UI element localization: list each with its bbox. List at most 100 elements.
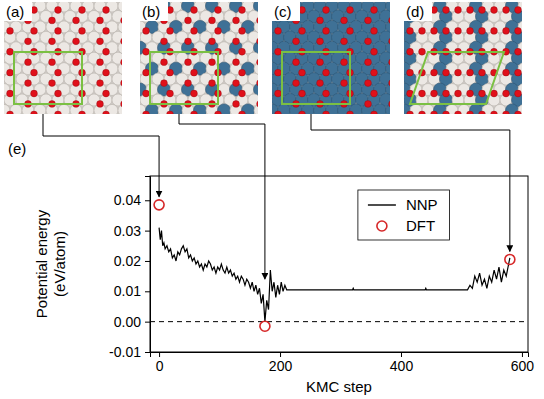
x-tick-mark: [159, 352, 160, 357]
unit-cell: [410, 52, 504, 104]
oxygen-atom: [371, 7, 378, 14]
oxygen-atom: [191, 69, 198, 76]
oxygen-atom: [293, 38, 300, 45]
oxygen-atom: [25, 38, 32, 45]
oxygen-atom: [185, 80, 192, 87]
oxygen-atom: [491, 90, 498, 97]
y-tick-label: -0.01: [109, 344, 141, 360]
oxygen-atom: [503, 7, 510, 14]
unit-cell: [282, 52, 350, 104]
oxygen-atom: [191, 111, 198, 114]
oxygen-atom: [233, 101, 240, 108]
oxygen-atom: [491, 27, 498, 34]
oxygen-atom: [341, 59, 348, 66]
oxygen-atom: [389, 17, 390, 24]
x-tick: 200: [269, 352, 293, 374]
tile-background: [4, 2, 122, 114]
oxygen-atom: [73, 38, 80, 45]
oxygen-atom: [443, 7, 450, 14]
structure-image: (c): [266, 0, 420, 118]
x-tick: 600: [511, 352, 535, 374]
dft-point: [260, 321, 270, 331]
oxygen-atom: [31, 27, 38, 34]
oxygen-atom: [103, 7, 110, 14]
oxygen-atom: [257, 59, 258, 66]
oxygen-atom: [215, 27, 222, 34]
x-axis-line: [151, 353, 529, 358]
oxygen-atom: [239, 27, 246, 34]
oxygen-atom: [419, 48, 426, 55]
oxygen-atom: [103, 90, 110, 97]
oxygen-atom: [365, 38, 372, 45]
oxygen-atom: [55, 7, 62, 14]
oxygen-atom: [503, 69, 510, 76]
oxygen-atom: [293, 80, 300, 87]
oxygen-atom: [479, 111, 486, 114]
oxygen-atom: [347, 111, 354, 114]
oxygen-atom: [275, 69, 282, 76]
y-tick: 0.02: [114, 253, 150, 269]
y-tick: 0.01: [114, 283, 150, 299]
oxygen-atom: [407, 111, 414, 114]
reference-line: [150, 321, 528, 322]
oxygen-atom: [79, 111, 86, 114]
oxygen-atom: [7, 48, 14, 55]
oxygen-atom: [161, 38, 168, 45]
legend-label: DFT: [406, 217, 435, 234]
plot-data: [150, 200, 528, 331]
legend-label: NNP: [406, 196, 438, 213]
oxygen-atom: [467, 27, 474, 34]
oxygen-atom: [419, 90, 426, 97]
legend-swatch: [377, 221, 387, 231]
y-tick-mark: [145, 352, 150, 353]
oxygen-atom: [515, 48, 522, 55]
oxygen-atom: [431, 69, 438, 76]
oxygen-atom: [299, 111, 306, 114]
oxygen-atom: [341, 80, 348, 87]
figure: (a)(b)(c)(d)(e)0200400600-0.010.000.010.…: [0, 0, 544, 399]
oxygen-atom: [293, 59, 300, 66]
oxygen-atom: [209, 80, 216, 87]
oxygen-atom: [389, 38, 390, 45]
oxygen-atom: [55, 90, 62, 97]
oxygen-atom: [143, 48, 150, 55]
arrow: [311, 114, 510, 251]
oxygen-atom: [97, 17, 104, 24]
y-tick-label: 0.00: [114, 314, 141, 330]
oxygen-atom: [515, 69, 522, 76]
oxygen-atom: [143, 111, 150, 114]
oxygen-atom: [365, 59, 372, 66]
oxygen-atom: [365, 80, 372, 87]
oxygen-atom: [49, 17, 56, 24]
legend-box: [358, 190, 450, 240]
oxygen-atom: [209, 38, 216, 45]
oxygen-atom: [275, 111, 282, 114]
oxygen-atom: [347, 27, 354, 34]
oxygen-atom: [419, 111, 426, 114]
oxygen-atom: [503, 111, 510, 114]
oxygen-atom: [455, 27, 462, 34]
oxygen-atom: [467, 111, 474, 114]
oxygen-atom: [371, 69, 378, 76]
oxygen-atom: [515, 111, 522, 114]
oxygen-atom: [479, 7, 486, 14]
oxygen-atom: [455, 69, 462, 76]
oxygen-atom: [371, 48, 378, 55]
oxygen-atom: [233, 38, 240, 45]
oxygen-atom: [275, 27, 282, 34]
letter-background: [404, 2, 432, 21]
x-axis-title: KMC step: [306, 378, 372, 395]
y-tick-mark: [145, 261, 150, 262]
nnp-line: [159, 228, 510, 322]
letter-background: [272, 2, 300, 21]
structure-image: (a): [0, 0, 151, 118]
oxygen-atom: [275, 90, 282, 97]
oxygen-atom: [443, 27, 450, 34]
oxygen-atom: [389, 59, 390, 66]
oxygen-atom: [317, 80, 324, 87]
oxygen-atom: [143, 90, 150, 97]
oxygen-atom: [103, 27, 110, 34]
oxygen-atom: [443, 90, 450, 97]
oxygen-atom: [371, 90, 378, 97]
oxygen-atom: [143, 69, 150, 76]
